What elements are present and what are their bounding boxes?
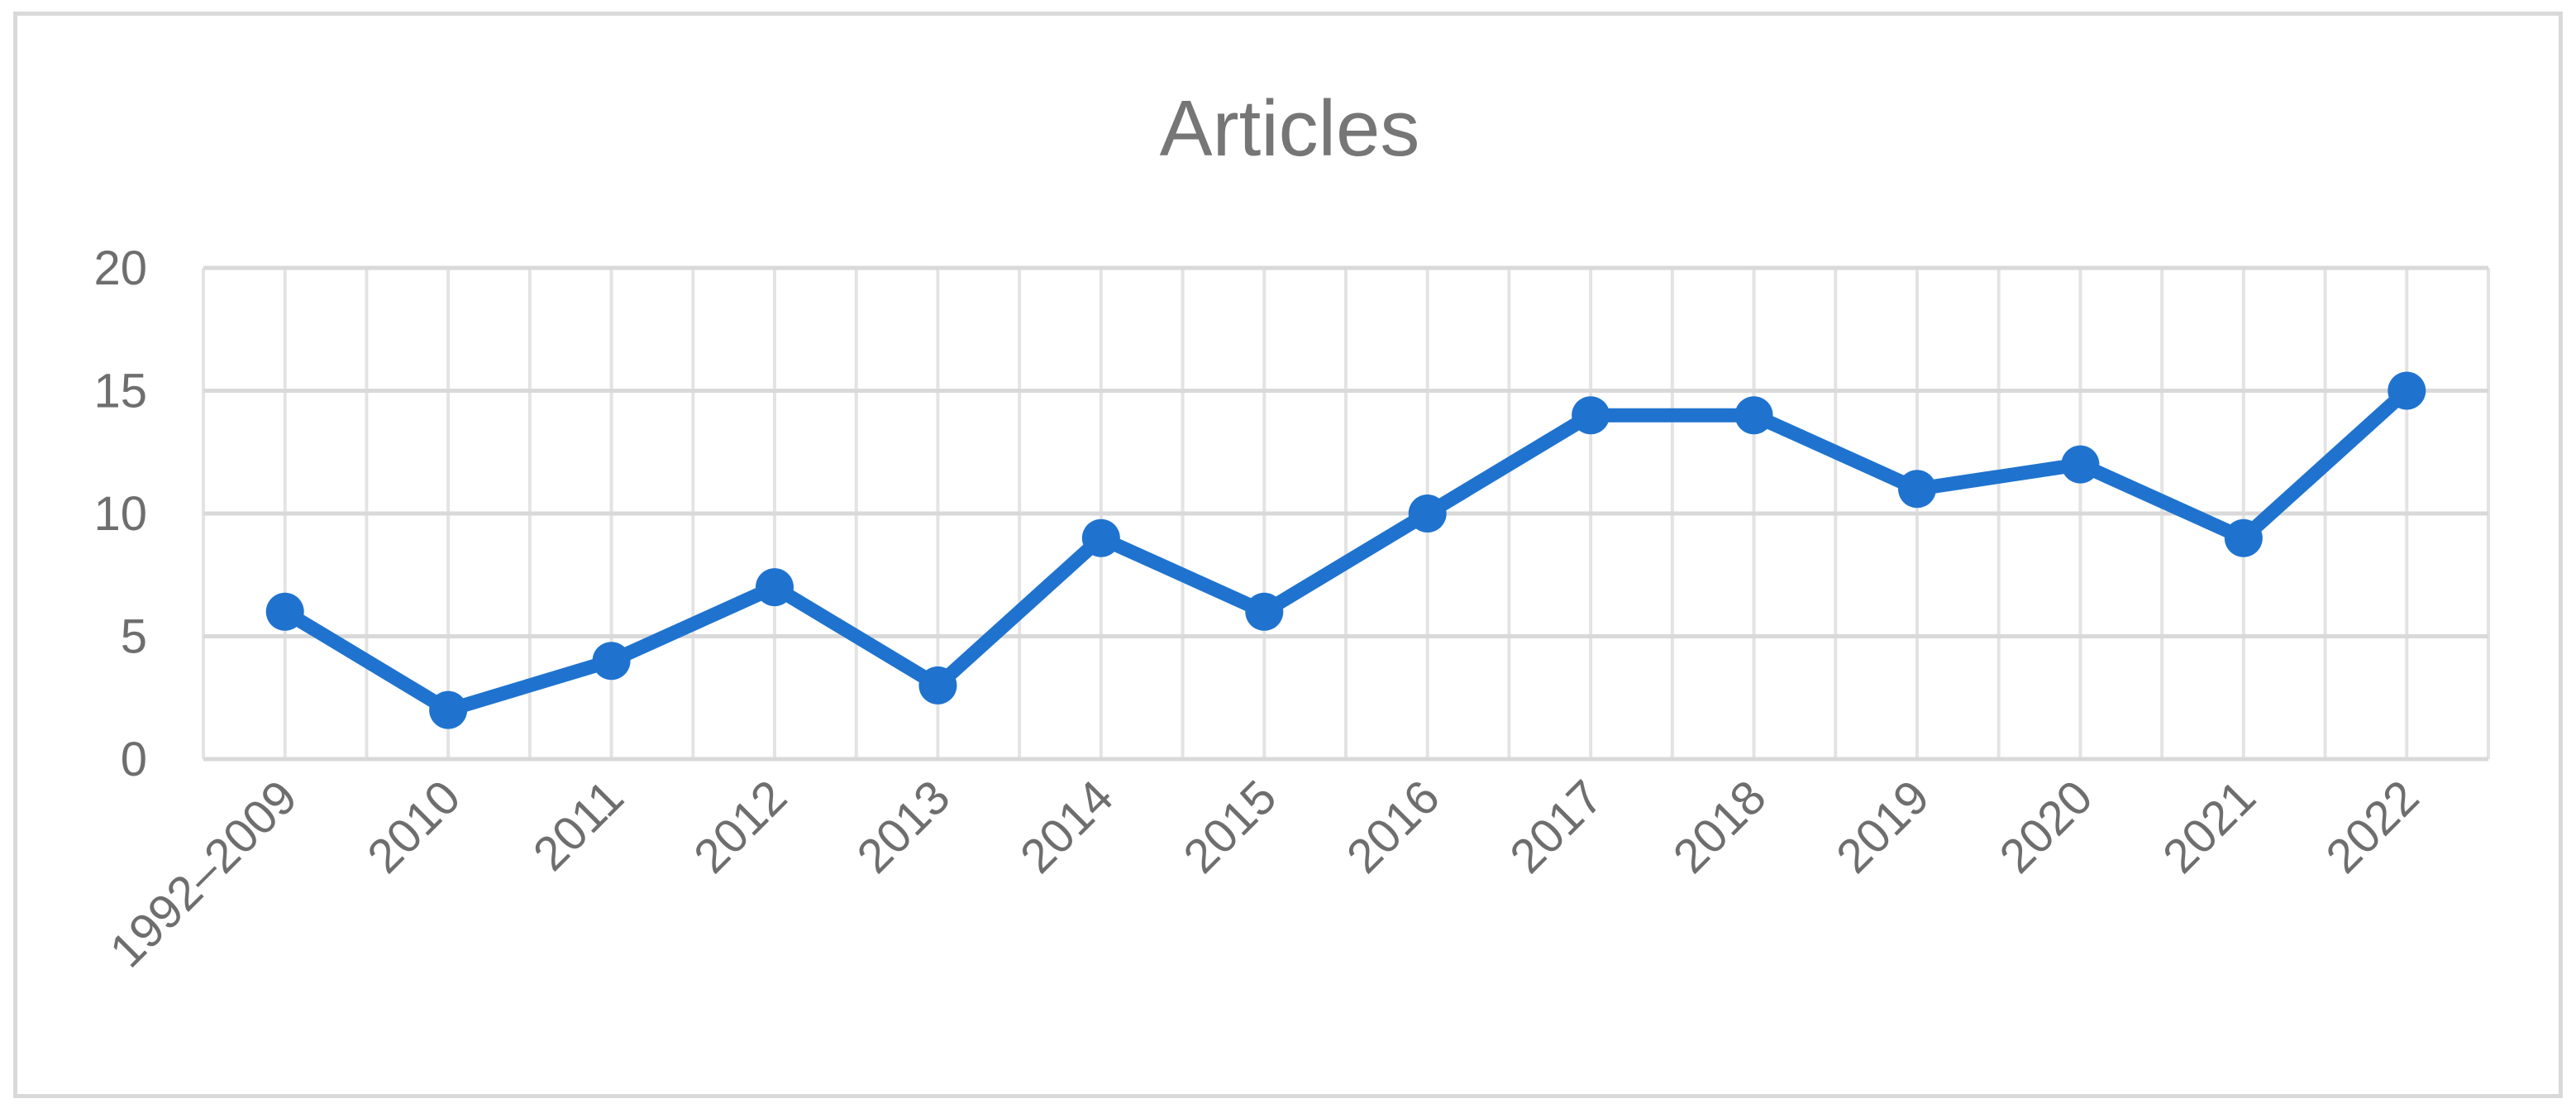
data-point [1081, 518, 1120, 557]
data-point [1245, 592, 1284, 631]
y-tick-label: 5 [121, 610, 147, 664]
data-point [2388, 371, 2426, 410]
data-point [429, 690, 468, 729]
grid-lines [202, 265, 2490, 759]
x-tick-label: 2022 [2316, 770, 2429, 883]
x-tick-label: 2010 [357, 770, 470, 883]
data-point [265, 592, 304, 631]
data-point [756, 568, 794, 607]
y-tick-label: 15 [93, 365, 147, 418]
series [265, 371, 2426, 729]
y-tick-label: 20 [93, 241, 147, 295]
series-line [278, 384, 2414, 718]
x-tick-label: 1992–2009 [100, 770, 308, 977]
x-tick-label: 2015 [1173, 770, 1286, 883]
chart-title: Articles [1160, 84, 1420, 173]
data-point [592, 642, 631, 681]
x-tick-label: 2017 [1500, 770, 1613, 883]
y-tick-label: 10 [93, 487, 147, 541]
data-point [1734, 396, 1773, 435]
data-point [1572, 396, 1610, 435]
x-tick-label: 2019 [1826, 770, 1939, 883]
data-point [2061, 445, 2100, 484]
x-tick-label: 2011 [523, 770, 634, 881]
chart-frame [13, 12, 2563, 1098]
data-point [1898, 470, 1936, 509]
x-tick-label: 2020 [1989, 770, 2102, 883]
x-tick-label: 2013 [847, 770, 960, 883]
data-point [1408, 494, 1447, 533]
y-tick-label: 0 [121, 733, 147, 786]
data-point [918, 666, 957, 705]
x-tick-label: 2018 [1663, 770, 1777, 883]
data-point [2224, 518, 2263, 557]
x-tick-label: 2014 [1010, 770, 1123, 883]
x-tick-label: 2021 [2153, 770, 2266, 883]
x-tick-label: 2012 [684, 770, 797, 883]
x-tick-label: 2016 [1337, 770, 1450, 883]
